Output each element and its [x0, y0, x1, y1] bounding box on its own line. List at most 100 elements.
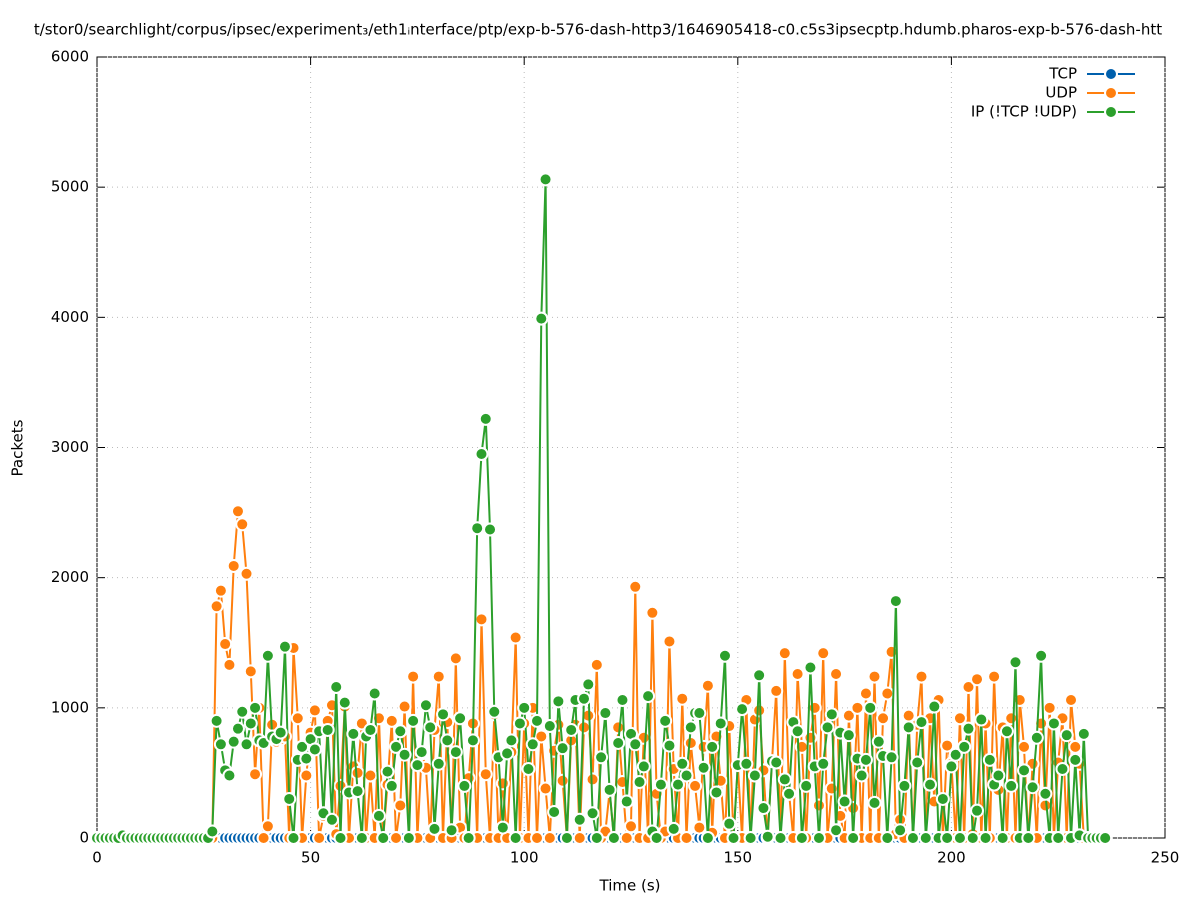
data-point — [521, 762, 536, 777]
data-point — [756, 801, 771, 816]
data-point — [803, 660, 818, 675]
data-point — [709, 785, 724, 800]
data-point — [1017, 763, 1032, 778]
data-point — [1098, 831, 1113, 845]
data-point — [1076, 726, 1091, 741]
data-point — [846, 831, 861, 845]
data-point — [598, 706, 613, 721]
data-point — [683, 735, 698, 750]
data-point — [927, 699, 942, 714]
data-point — [752, 703, 767, 718]
data-point — [658, 713, 673, 728]
legend-marker — [1104, 67, 1118, 81]
data-point — [858, 752, 873, 767]
x-tick-label: 150 — [723, 849, 752, 867]
data-point — [376, 831, 391, 845]
data-point — [773, 831, 788, 845]
data-point — [841, 708, 856, 723]
data-point — [829, 666, 844, 681]
data-point — [534, 311, 549, 326]
data-point — [320, 722, 335, 737]
data-point — [350, 765, 365, 780]
data-point — [209, 599, 224, 614]
data-point — [371, 808, 386, 823]
data-point — [884, 750, 899, 765]
data-point — [260, 648, 275, 663]
data-point — [952, 711, 967, 726]
data-point — [1034, 648, 1049, 663]
data-point — [880, 686, 895, 701]
data-point — [632, 775, 647, 790]
data-point — [307, 703, 322, 718]
data-point — [1029, 730, 1044, 745]
data-point — [923, 777, 938, 792]
data-point — [406, 669, 421, 684]
data-point — [260, 819, 275, 834]
data-point — [867, 669, 882, 684]
data-point — [465, 733, 480, 748]
data-point — [213, 583, 228, 598]
y-tick-label: 0 — [79, 829, 89, 847]
data-point — [444, 823, 459, 838]
data-point — [299, 751, 314, 766]
data-point — [324, 812, 339, 827]
data-point — [418, 698, 433, 713]
data-point — [790, 724, 805, 739]
data-point — [589, 831, 604, 845]
data-point — [961, 721, 976, 736]
data-point — [876, 711, 891, 726]
data-point — [717, 648, 732, 663]
data-point — [1004, 711, 1019, 726]
y-axis-label: Packets — [9, 419, 27, 476]
data-point — [739, 756, 754, 771]
x-tick-label: 50 — [301, 849, 320, 867]
data-point — [901, 720, 916, 735]
data-point — [542, 719, 557, 734]
data-point — [1059, 728, 1074, 743]
data-point — [811, 831, 826, 845]
data-point — [987, 669, 1002, 684]
data-point — [700, 678, 715, 693]
data-point — [854, 768, 869, 783]
data-point — [692, 820, 707, 835]
data-point — [1051, 831, 1066, 845]
data-point — [367, 686, 382, 701]
legend-label: IP (!TCP !UDP) — [971, 103, 1077, 121]
data-point — [1021, 831, 1036, 845]
data-point — [290, 711, 305, 726]
data-point — [530, 831, 545, 845]
data-point — [414, 745, 429, 760]
data-point — [944, 759, 959, 774]
data-point — [555, 741, 570, 756]
data-point — [760, 829, 775, 844]
data-point — [914, 715, 929, 730]
data-point — [286, 831, 301, 845]
legend-marker — [1104, 105, 1118, 119]
data-point — [431, 669, 446, 684]
data-point — [572, 831, 587, 845]
data-point — [448, 745, 463, 760]
data-point — [312, 831, 327, 845]
data-point — [816, 756, 831, 771]
data-point — [948, 747, 963, 762]
data-point — [226, 558, 241, 573]
data-point — [393, 724, 408, 739]
data-point — [653, 777, 668, 792]
y-tick-label: 3000 — [51, 438, 89, 456]
data-point — [636, 759, 651, 774]
data-point — [384, 778, 399, 793]
data-point — [555, 773, 570, 788]
data-point — [538, 781, 553, 796]
data-point — [850, 700, 865, 715]
data-point — [837, 794, 852, 809]
data-point — [337, 695, 352, 710]
y-tick-label: 1000 — [51, 698, 89, 716]
data-point — [1008, 655, 1023, 670]
data-point — [410, 758, 425, 773]
x-tick-label: 250 — [1151, 849, 1180, 867]
data-point — [512, 716, 527, 731]
data-point — [893, 823, 908, 838]
data-point — [811, 798, 826, 813]
data-point — [397, 747, 412, 762]
data-point — [615, 693, 630, 708]
